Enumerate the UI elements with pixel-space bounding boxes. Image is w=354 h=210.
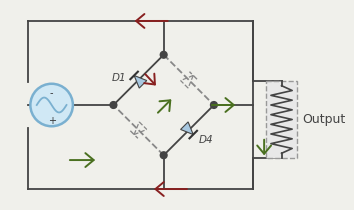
Polygon shape [181, 122, 193, 135]
Text: Output: Output [302, 113, 345, 126]
Text: D4: D4 [199, 135, 213, 145]
Text: -: - [50, 88, 53, 98]
Polygon shape [134, 75, 147, 88]
Circle shape [30, 84, 73, 126]
Circle shape [160, 51, 167, 58]
Text: +: + [48, 116, 56, 126]
Circle shape [160, 152, 167, 159]
Text: D1: D1 [112, 73, 126, 83]
Circle shape [110, 102, 117, 108]
Circle shape [211, 102, 217, 108]
Bar [266, 81, 297, 158]
